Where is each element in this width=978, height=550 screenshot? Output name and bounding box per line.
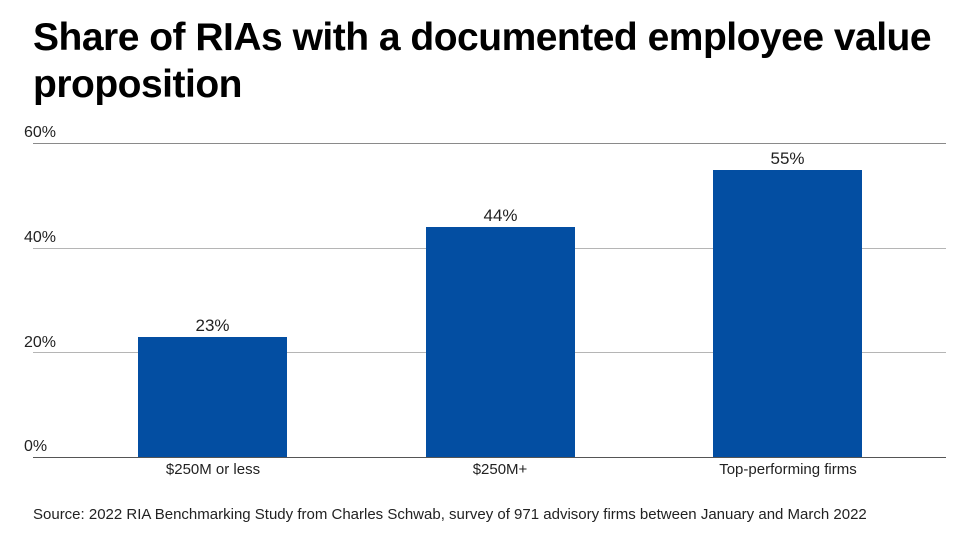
gridline-60 <box>33 143 946 144</box>
bar-250m-plus <box>426 227 575 457</box>
bar-top-performing <box>713 170 862 457</box>
x-axis-line <box>33 457 946 458</box>
y-tick-label: 40% <box>24 229 57 246</box>
x-tick-label: $250M or less <box>165 461 261 478</box>
y-tick-label: 0% <box>24 438 48 455</box>
y-tick-label: 20% <box>24 334 57 351</box>
bar-value-label: 55% <box>770 149 805 168</box>
bar-value-label: 23% <box>195 316 230 335</box>
x-tick-label: $250M+ <box>472 461 528 478</box>
bar-250m-or-less <box>138 337 287 457</box>
bar-value-label: 44% <box>483 206 518 225</box>
x-tick-label: Top-performing firms <box>719 461 857 478</box>
chart-title: Share of RIAs with a documented employee… <box>33 16 932 106</box>
y-tick-label: 60% <box>24 124 57 141</box>
source-note: Source: 2022 RIA Benchmarking Study from… <box>33 506 867 523</box>
